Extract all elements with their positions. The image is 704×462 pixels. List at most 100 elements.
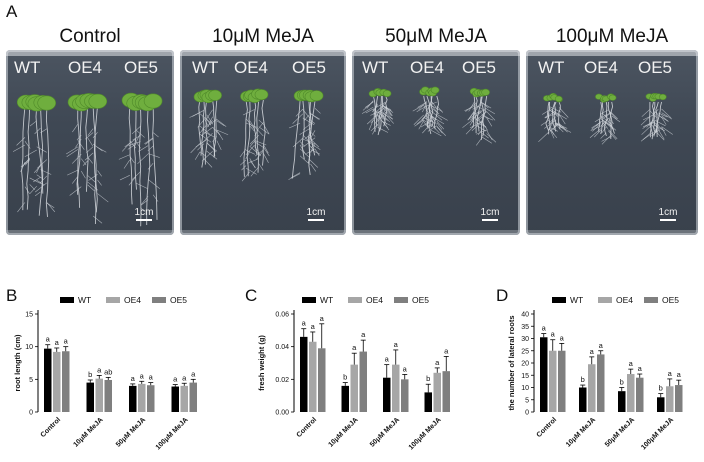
primary-root bbox=[551, 101, 557, 132]
lateral-root bbox=[295, 108, 304, 117]
lateral-root bbox=[201, 151, 213, 162]
bar-oe5 bbox=[558, 350, 566, 412]
plate-title-100um: 100μM MeJA bbox=[555, 26, 669, 47]
bar-oe5 bbox=[401, 379, 409, 412]
bar-wt bbox=[300, 336, 308, 412]
bar-wt bbox=[657, 397, 665, 412]
lateral-root bbox=[549, 126, 555, 135]
bar-wt bbox=[171, 386, 179, 412]
primary-root bbox=[656, 101, 663, 138]
significance-letter: a bbox=[311, 322, 316, 331]
lateral-root bbox=[201, 124, 207, 131]
significance-letter: a bbox=[320, 314, 325, 323]
petri-plate-10um: WT OE4 OE5 1cm bbox=[180, 50, 346, 235]
y-tick-label: 35 bbox=[521, 324, 529, 331]
lateral-root bbox=[468, 112, 475, 120]
lateral-root bbox=[486, 111, 496, 121]
lateral-root bbox=[465, 102, 477, 112]
bar-wt bbox=[579, 387, 587, 412]
plate-label-oe5: OE5 bbox=[292, 58, 327, 77]
lateral-root bbox=[304, 134, 311, 139]
plate-label-oe4: OE4 bbox=[234, 58, 269, 77]
lateral-root bbox=[373, 117, 382, 125]
lateral-root bbox=[436, 114, 448, 121]
panel-letter-c: C bbox=[245, 286, 258, 305]
lateral-root bbox=[549, 126, 558, 132]
legend-swatch-oe4 bbox=[106, 297, 120, 303]
lateral-root bbox=[472, 104, 482, 110]
lateral-root bbox=[34, 191, 41, 197]
lateral-root bbox=[23, 158, 30, 165]
lateral-root bbox=[69, 186, 82, 196]
bar-oe4 bbox=[350, 364, 358, 412]
lateral-root bbox=[471, 121, 483, 131]
primary-root bbox=[243, 99, 248, 177]
lateral-root bbox=[370, 124, 378, 132]
primary-root bbox=[600, 102, 604, 135]
lateral-root bbox=[194, 151, 201, 160]
lateral-root bbox=[611, 115, 621, 123]
seedlings-image bbox=[538, 92, 673, 145]
lateral-root bbox=[310, 144, 316, 154]
lateral-root bbox=[436, 120, 445, 130]
lateral-root bbox=[310, 163, 317, 172]
plate-title-50um: 50μM MeJA bbox=[385, 26, 487, 47]
leaf bbox=[143, 93, 163, 109]
lateral-root bbox=[33, 176, 41, 183]
lateral-root bbox=[147, 163, 154, 170]
lateral-root bbox=[92, 215, 103, 224]
legend-swatch-wt bbox=[552, 297, 566, 303]
y-tick-label: 0 bbox=[29, 410, 33, 417]
lateral-root bbox=[314, 148, 320, 156]
legend-swatch-oe5 bbox=[394, 297, 408, 303]
bar-wt bbox=[618, 391, 626, 412]
lateral-root bbox=[140, 199, 149, 206]
y-tick-label: 10 bbox=[521, 385, 529, 392]
lateral-root bbox=[476, 116, 483, 122]
lateral-root bbox=[263, 144, 269, 154]
leaf bbox=[430, 86, 440, 94]
scale-bar-label: 1cm bbox=[658, 207, 678, 218]
lateral-root bbox=[372, 124, 378, 135]
plate-label-wt: WT bbox=[362, 58, 389, 77]
lateral-root bbox=[206, 120, 213, 128]
primary-root bbox=[654, 101, 659, 133]
significance-letter: a bbox=[46, 335, 51, 344]
lateral-root bbox=[129, 156, 135, 164]
primary-root bbox=[649, 101, 655, 138]
lateral-root bbox=[66, 149, 79, 157]
bar-wt bbox=[540, 337, 548, 412]
lateral-root bbox=[118, 154, 130, 160]
lateral-root bbox=[131, 171, 141, 181]
y-tick-label: 15 bbox=[25, 312, 33, 319]
bar-oe4 bbox=[588, 364, 596, 412]
lateral-root bbox=[249, 120, 255, 127]
lateral-root bbox=[608, 117, 615, 124]
lateral-root bbox=[476, 136, 483, 146]
x-tick-label: 100μM MeJA bbox=[640, 416, 675, 451]
lateral-root bbox=[385, 111, 393, 120]
plate-label-oe5: OE5 bbox=[462, 58, 497, 77]
lateral-root bbox=[199, 125, 210, 135]
legend-label-oe4: OE4 bbox=[616, 295, 633, 305]
leaf bbox=[659, 93, 667, 101]
significance-letter: b bbox=[343, 373, 347, 382]
significance-letter: a bbox=[560, 333, 565, 342]
lateral-root bbox=[482, 102, 492, 109]
lateral-root bbox=[87, 137, 94, 147]
primary-root bbox=[383, 95, 388, 127]
panel-letter-a: A bbox=[6, 2, 18, 21]
lateral-root bbox=[128, 141, 141, 146]
scale-bar: 1cm bbox=[296, 207, 336, 221]
lateral-root bbox=[245, 144, 255, 156]
bar-wt bbox=[424, 392, 432, 412]
lateral-root bbox=[81, 158, 87, 166]
lateral-root bbox=[361, 106, 374, 114]
lateral-root bbox=[258, 119, 264, 125]
plate-label-oe5: OE5 bbox=[638, 58, 673, 77]
primary-root bbox=[609, 101, 614, 139]
lateral-root bbox=[600, 132, 607, 139]
legend-label-oe5: OE5 bbox=[412, 295, 429, 305]
lateral-root bbox=[216, 129, 224, 141]
seedling-group bbox=[538, 92, 572, 143]
